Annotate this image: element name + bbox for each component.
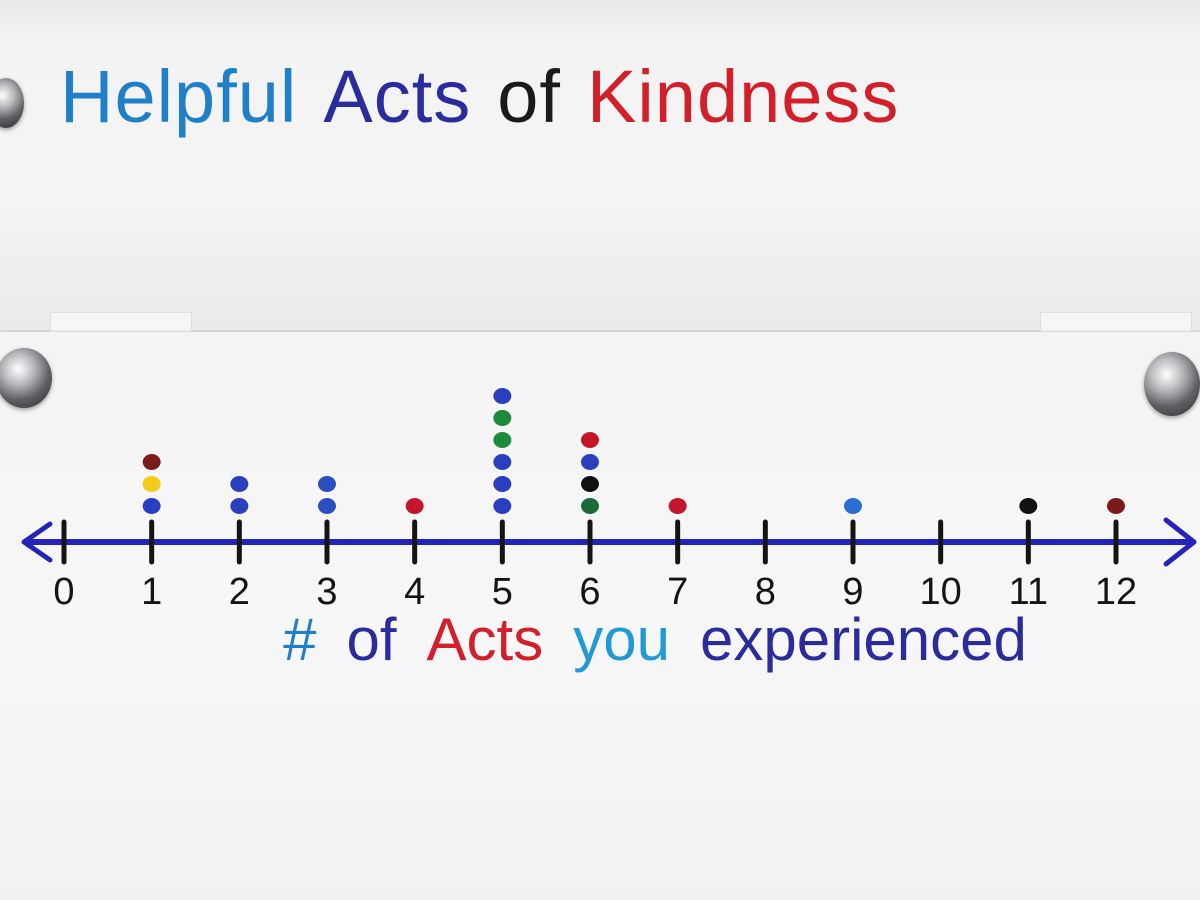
data-dot [581,432,599,448]
data-dot [493,388,512,404]
poster-top-sheet [0,0,1200,330]
data-dot [230,498,249,514]
tick-label: 8 [755,571,776,613]
data-dot [1019,498,1038,514]
data-dot [405,498,424,514]
title-word-of: of [497,55,561,138]
title-word-helpful: Helpful [60,55,298,138]
tick-label: 11 [1009,571,1048,613]
data-dot [493,432,512,448]
data-dot [844,498,862,514]
data-dot [318,498,336,514]
x-axis-label-word: Acts [397,606,544,673]
data-dot [318,476,336,492]
tick-label: 10 [920,571,962,613]
tick-labels: 0 1 2 3 4 5 6 7 8 9 10 11 12 [53,571,1137,613]
tick-label: 12 [1095,571,1137,613]
x-axis-label-word: experienced [670,606,1027,673]
tick-label: 0 [53,571,74,613]
data-dot [493,454,512,470]
data-dot [668,498,687,514]
data-dot [142,476,161,492]
data-dot [581,454,599,470]
data-dot [230,476,249,492]
data-dot [142,498,161,514]
tick-label: 3 [316,571,337,613]
data-dot [493,476,512,492]
tick-label: 7 [667,571,688,613]
left-arrowhead [21,521,53,563]
x-axis-label-word: you [543,606,670,673]
number-line-axis [21,517,1197,567]
x-axis-label-word: # [283,606,317,673]
data-dot [581,476,599,492]
magnet-bottom-right [1144,352,1200,416]
magnet-bottom-left [0,348,52,408]
x-axis-label-word: of [316,606,396,673]
data-dot [581,498,599,514]
tape-strip-left [50,312,192,332]
title-word-acts: Acts [323,55,472,138]
tick-label: 4 [404,571,425,613]
poster-title: Helpful Acts of Kindness [60,42,1140,162]
tick-label: 2 [229,571,250,613]
tick-label: 9 [842,571,863,613]
dot-plot-chart: 0 1 2 3 4 5 6 7 8 9 10 11 12 # of Acts you experienc… [21,388,1197,673]
data-dot [493,410,512,426]
tick-label: 5 [492,571,513,613]
poster-bottom-sheet [0,332,1200,900]
title-word-kindness: Kindness [587,55,900,138]
right-arrowhead [1163,517,1197,567]
dot-plot-marks [142,388,1125,514]
x-axis-label: # of Acts you experienced [283,606,1027,673]
data-dot [493,498,512,514]
data-dot [142,454,161,470]
data-dot [1107,498,1125,514]
tick-label: 6 [579,571,600,613]
tick-label: 1 [141,571,162,613]
tape-strip-right [1040,312,1192,332]
